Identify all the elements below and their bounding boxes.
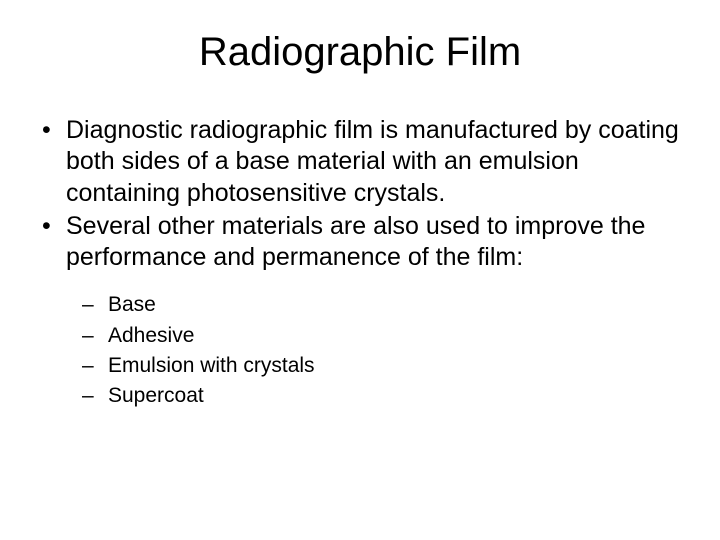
slide: Radiographic Film Diagnostic radiographi… [0,0,720,540]
slide-title: Radiographic Film [40,30,680,75]
bullet-item: Diagnostic radiographic film is manufact… [40,115,680,209]
sub-bullet-item: Supercoat [82,382,680,410]
sub-bullet-item: Adhesive [82,322,680,350]
sub-bullet-item: Emulsion with crystals [82,352,680,380]
bullet-item: Several other materials are also used to… [40,211,680,274]
bullet-list: Diagnostic radiographic film is manufact… [40,115,680,273]
sub-bullet-list: Base Adhesive Emulsion with crystals Sup… [82,291,680,410]
sub-bullet-item: Base [82,291,680,319]
